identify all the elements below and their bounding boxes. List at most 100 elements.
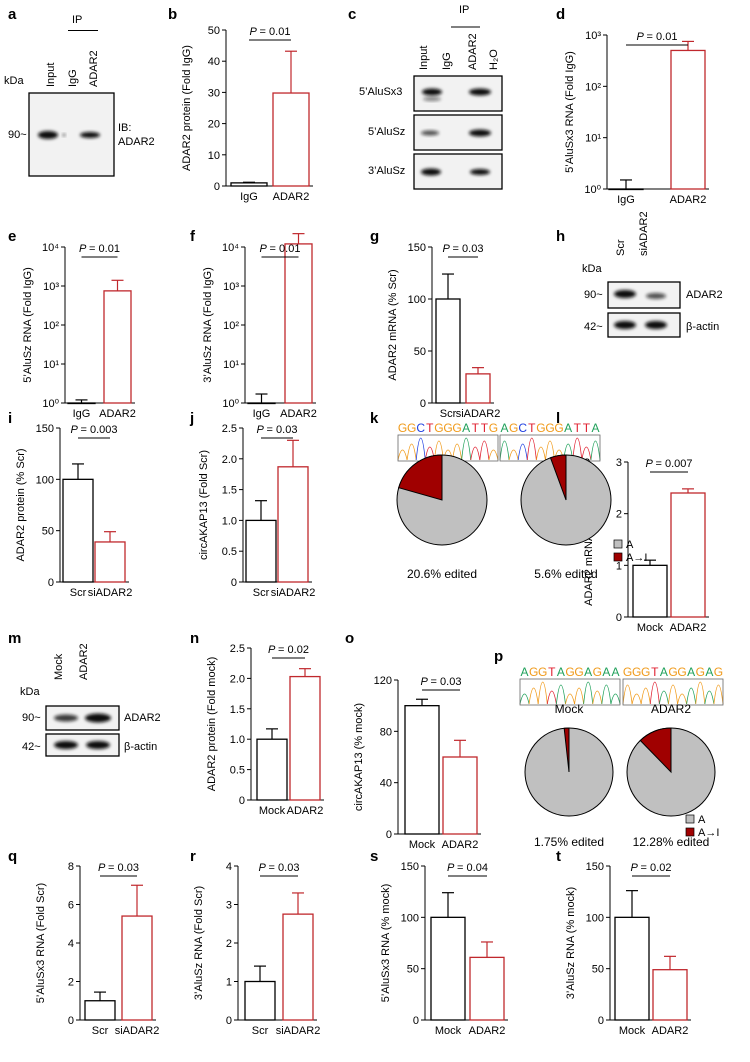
- x-tick-label: siADAR2: [276, 1025, 321, 1037]
- y-tick-label: 2.0: [230, 673, 245, 685]
- blot-h-marker-42: 42~: [584, 321, 603, 333]
- y-tick-label: 0: [420, 398, 426, 410]
- blot-a-ip-label: IP: [72, 14, 83, 26]
- chart-r: 0 1 2 3 4 Scr siADAR2 P = 0.03 3’AluSz RNA (Fold…: [193, 861, 320, 1037]
- band: [54, 714, 78, 722]
- legend-label-a: A: [626, 539, 634, 551]
- chromatogram-peak: [590, 440, 601, 461]
- chromatogram-peak: [713, 684, 724, 705]
- bar-siadar2: [465, 373, 491, 404]
- bar-scr: [62, 478, 94, 583]
- blot-a-lane-input: Input: [45, 62, 57, 87]
- blot-m-row-adar2: ADAR2: [124, 712, 161, 724]
- chromatogram-peak: [583, 681, 594, 705]
- bar-igg: [247, 402, 276, 405]
- y-axis-label: 3’AluSz RNA (Fold IgG): [202, 267, 214, 383]
- panel-label-e: e: [8, 228, 17, 245]
- sequence-base: T: [548, 665, 556, 679]
- chromatogram-peak: [397, 449, 408, 461]
- panel-label-t: t: [556, 848, 561, 865]
- blot-h-row1: [607, 281, 681, 309]
- legend-label-a: A: [698, 814, 706, 826]
- legend-swatch-a: [613, 539, 623, 549]
- bar-igg: [608, 188, 644, 191]
- x-tick-label: siADAR2: [271, 587, 316, 599]
- x-tick-label: Scr: [440, 408, 457, 420]
- panel-label-d: d: [556, 6, 566, 23]
- bar-adar2: [670, 49, 706, 190]
- band: [85, 713, 111, 723]
- band: [80, 132, 100, 138]
- y-tick-label: 10¹: [43, 359, 59, 371]
- p-value-label: P = 0.007: [645, 458, 692, 470]
- y-tick-label: 1: [616, 560, 622, 572]
- band: [470, 169, 490, 175]
- sequence-base: G: [696, 665, 705, 679]
- x-tick-label: IgG: [253, 408, 271, 420]
- p-value-label: P = 0.03: [257, 424, 298, 436]
- band: [86, 741, 110, 749]
- sequence-base: T: [528, 421, 536, 435]
- y-tick-label: 0: [616, 612, 622, 624]
- panel-label-l: l: [556, 410, 561, 427]
- chromatogram-peak: [610, 693, 621, 705]
- y-tick-label: 0: [239, 795, 245, 807]
- p-value-label: P = 0.03: [98, 862, 139, 874]
- bar-adar2: [442, 756, 478, 835]
- y-tick-label: 2.5: [222, 423, 237, 435]
- p-value-label: P = 0.02: [268, 644, 309, 656]
- y-tick-label: 6: [68, 900, 74, 912]
- blot-h-marker-90: 90~: [584, 289, 603, 301]
- sequence-base: T: [651, 665, 659, 679]
- pie-slice-edited: [563, 727, 570, 773]
- bar-siadar2: [277, 466, 309, 583]
- bar-mock: [404, 705, 440, 835]
- y-tick-label: 0: [214, 181, 220, 193]
- y-axis-label: 5’AluSx3 RNA (Fold IgG): [564, 51, 576, 173]
- sequence-base: G: [623, 665, 632, 679]
- blot-c-row-3alusz: 3’AluSz: [368, 165, 406, 177]
- blot-a-lane-adar2: ADAR2: [88, 50, 100, 87]
- panel-label-m: m: [8, 630, 22, 647]
- chart-j: 0 0.5 1.0 1.5 2.0 2.5 Scr siADAR2 P = 0.03 circAK…: [198, 423, 315, 599]
- band: [54, 741, 78, 749]
- edited-percent-caption: 12.28% edited: [633, 835, 710, 849]
- y-axis-label: 5’AluSz RNA (Fold IgG): [22, 267, 34, 383]
- pie-slice-edited: [549, 454, 567, 501]
- sequence-base: C: [416, 421, 425, 435]
- chromatogram-frame: [519, 678, 621, 706]
- x-tick-label: ADAR2: [99, 408, 136, 420]
- p-value-label: P = 0.01: [637, 31, 678, 43]
- x-tick-label: Mock: [259, 805, 286, 817]
- blot-h-lane-scr: Scr: [615, 239, 627, 257]
- bar-adar2: [652, 969, 688, 1021]
- blot-a-lane-igg: IgG: [67, 69, 79, 87]
- bar-siadar2: [121, 915, 153, 1021]
- blot-c-row-5alusz: 5’AluSz: [368, 126, 406, 138]
- panel-label-b: b: [168, 6, 178, 23]
- x-tick-label: Scr: [252, 1025, 269, 1037]
- bar-scr: [244, 980, 276, 1021]
- bar-igg: [67, 402, 96, 405]
- y-tick-label: 8: [68, 861, 74, 873]
- blot-c-ip-label: IP: [459, 4, 470, 16]
- chromatogram-peak: [537, 681, 548, 705]
- bar-scr: [84, 1000, 116, 1021]
- sequence-base: A: [591, 421, 599, 435]
- panel-label-k: k: [370, 410, 379, 427]
- x-tick-label: ADAR2: [670, 622, 707, 634]
- p-value-label: P = 0.04: [447, 862, 488, 874]
- x-tick-label: ADAR2: [280, 408, 317, 420]
- chromatogram-peak: [574, 687, 585, 705]
- chromatogram-peak: [677, 693, 688, 705]
- blot-m-row2: [45, 733, 120, 757]
- chromatogram-peak: [668, 684, 678, 705]
- y-axis-label: ADAR2 protein (Fold mock): [206, 657, 218, 792]
- y-tick-label: 2: [226, 938, 232, 950]
- chart-b: 0 10 20 30 40 50 IgG ADAR2 P = 0.01 ADAR2 protein…: [181, 25, 313, 203]
- band: [646, 293, 666, 299]
- y-tick-label: 30: [208, 87, 220, 99]
- band: [422, 88, 442, 96]
